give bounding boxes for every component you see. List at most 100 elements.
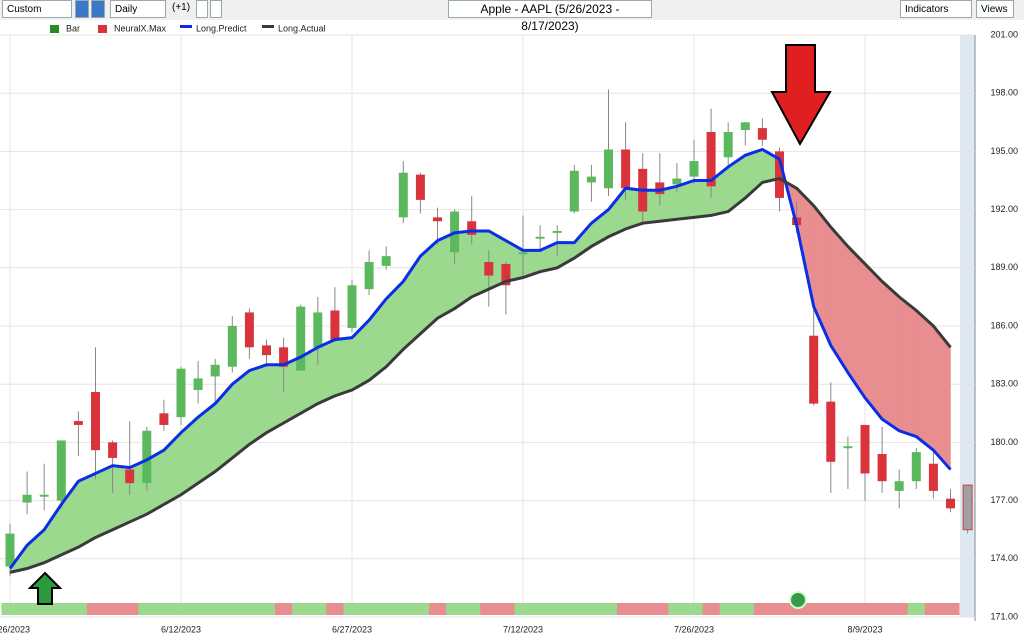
signal-cell: [890, 603, 909, 615]
candle-body: [296, 306, 306, 371]
spread-fill: [916, 309, 934, 451]
candle-body: [877, 454, 887, 482]
signal-cell: [856, 603, 875, 615]
candle-body: [415, 174, 425, 200]
candle-body: [22, 494, 32, 503]
candle-body: [928, 463, 938, 491]
zoom-in[interactable]: [75, 0, 89, 18]
signal-cell: [206, 603, 225, 615]
candle-body: [467, 221, 477, 235]
candle-body: [5, 533, 15, 567]
candle-body: [364, 261, 374, 290]
candle-body: [142, 430, 152, 484]
candle-body: [227, 326, 237, 367]
y-tick-label: 174.00: [990, 553, 1018, 563]
views-menu[interactable]: Views: [976, 0, 1014, 18]
interval-select[interactable]: Daily: [110, 0, 166, 18]
signal-cell: [497, 603, 515, 615]
y-tick-label: 198.00: [990, 88, 1018, 98]
zoom-out[interactable]: [91, 0, 105, 18]
legend-label: Long.Actual: [278, 23, 326, 33]
signal-cell: [480, 603, 498, 615]
candle-body: [347, 285, 357, 328]
signal-cell: [223, 603, 242, 615]
candle-body: [313, 312, 323, 348]
period-select[interactable]: Custom: [2, 0, 72, 18]
signal-cell: [292, 603, 310, 615]
legend-swatch: [262, 25, 274, 28]
candle-body: [484, 261, 494, 276]
candle-body: [706, 132, 716, 187]
candle-body: [108, 442, 118, 458]
candle-body: [689, 161, 699, 177]
signal-cell: [514, 603, 533, 615]
signal-cell: [873, 603, 892, 615]
spread-fill: [334, 337, 353, 397]
candle-body: [39, 494, 49, 497]
signal-cell: [446, 603, 464, 615]
toolbar: Custom Daily (+1) Apple - AAPL (5/26/202…: [0, 0, 1024, 33]
remove[interactable]: [210, 0, 222, 18]
x-tick-label: 7/12/2023: [503, 624, 543, 634]
candle-body: [552, 230, 562, 233]
signal-cell: [719, 603, 738, 615]
candle-body: [655, 182, 665, 195]
y-tick-label: 192.00: [990, 204, 1018, 214]
signal-cell: [582, 603, 601, 615]
signal-cell: [309, 603, 327, 615]
y-tick-label: 186.00: [990, 320, 1018, 330]
add[interactable]: [196, 0, 208, 18]
spread-fill: [881, 280, 900, 432]
signal-cell: [531, 603, 550, 615]
candle-body: [330, 310, 340, 340]
spread-fill: [95, 465, 113, 538]
indicators-menu[interactable]: Indicators: [900, 0, 972, 18]
forecast-body: [962, 484, 973, 531]
x-tick-label: 8/9/2023: [847, 624, 882, 634]
candle-body: [860, 424, 870, 474]
signal-cell: [326, 603, 344, 615]
spread-fill: [78, 473, 96, 548]
signal-cell: [69, 603, 88, 615]
candle-body: [159, 413, 169, 425]
signal-cell: [599, 603, 618, 615]
candle-body: [210, 364, 220, 377]
signal-cell: [360, 603, 379, 615]
signal-cell: [343, 603, 362, 615]
y-tick-label: 183.00: [990, 379, 1018, 389]
signal-cell: [463, 603, 481, 615]
series-line: [8, 147, 952, 570]
signal-cell: [753, 603, 772, 615]
legend-swatch: [180, 25, 192, 28]
candle-body: [586, 176, 596, 183]
signal-cell: [240, 603, 259, 615]
signal-cell: [805, 603, 823, 615]
y-tick-label: 180.00: [990, 437, 1018, 447]
signal-cell: [428, 603, 447, 615]
candle-body: [244, 312, 254, 348]
candle-body: [621, 149, 631, 189]
signal-cell: [839, 603, 857, 615]
signal-cell: [275, 603, 293, 615]
candle-body: [809, 335, 819, 404]
candle-body: [757, 128, 767, 140]
spread-fill: [43, 503, 62, 564]
symbol-title[interactable]: Apple - AAPL (5/26/2023 - 8/17/2023): [448, 0, 652, 33]
candle-body: [73, 421, 83, 425]
candle-body: [604, 149, 613, 189]
candle-body: [91, 391, 100, 451]
signal-cell: [668, 603, 686, 615]
y-tick-label: 177.00: [990, 495, 1018, 505]
signal-cell: [86, 603, 105, 615]
signal-cell: [411, 603, 430, 615]
candle-body: [262, 345, 271, 356]
signal-cell: [822, 603, 840, 615]
candle-body: [381, 256, 391, 266]
chart: 171.00 174.00 177.00 180.00 183.00 186.00 189.…: [0, 23, 1018, 634]
signal-cell: [257, 603, 276, 615]
legend-label: Bar: [66, 23, 80, 33]
y-tick-label: 171.00: [990, 611, 1018, 621]
signal-cell: [907, 603, 926, 615]
legend-label: Long.Predict: [196, 23, 247, 33]
